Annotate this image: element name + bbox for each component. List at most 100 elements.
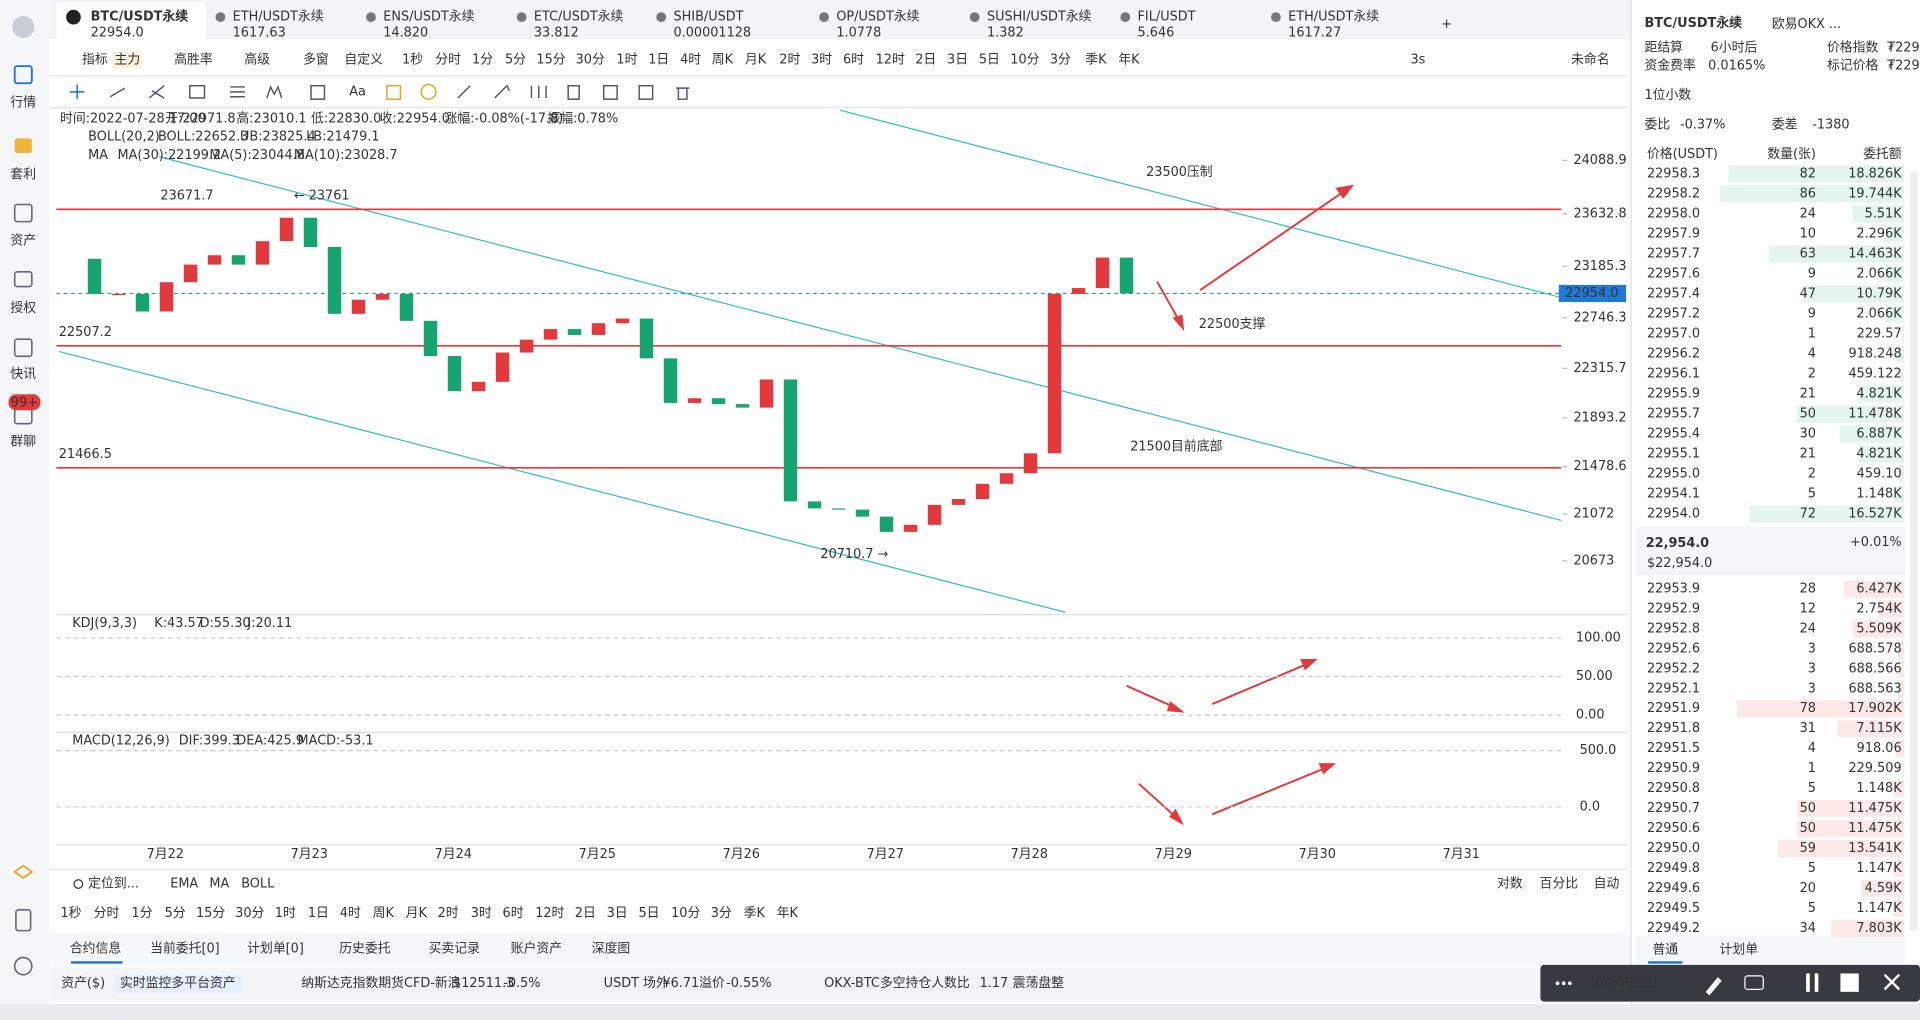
timeframe[interactable]: 分时 bbox=[435, 53, 461, 68]
icon[interactable] bbox=[13, 203, 33, 223]
timeframe[interactable]: 15分 bbox=[536, 53, 565, 68]
timeframe[interactable]: 3日 bbox=[947, 53, 968, 68]
timeframe[interactable]: 3分 bbox=[1050, 53, 1071, 68]
tab-name[interactable]: OP/USDT永续 bbox=[836, 10, 919, 25]
toolbar-item[interactable]: 指标 bbox=[82, 53, 108, 68]
toolbar-item[interactable]: 主力 bbox=[114, 53, 140, 68]
tab-name[interactable]: ETH/USDT永续 bbox=[1288, 10, 1379, 25]
bottom-tab[interactable]: 当前委托[0] bbox=[150, 940, 220, 956]
timeframe[interactable]: 5日 bbox=[979, 53, 1000, 68]
tool[interactable] bbox=[638, 84, 654, 100]
timeframe[interactable]: 月K bbox=[406, 906, 428, 921]
status-item[interactable]: 实时监控多平台资产 bbox=[120, 976, 236, 991]
timeframe[interactable]: 5分 bbox=[165, 906, 186, 921]
add-tab[interactable]: + bbox=[1441, 17, 1452, 32]
timeframe[interactable]: 1秒 bbox=[402, 53, 423, 68]
tab-name[interactable]: ETC/USDT永续 bbox=[534, 10, 624, 25]
pause-button[interactable] bbox=[1806, 973, 1810, 992]
timeframe[interactable]: 12时 bbox=[535, 906, 564, 921]
tool[interactable] bbox=[494, 84, 511, 99]
pause-button[interactable] bbox=[1814, 973, 1819, 992]
tab-name[interactable]: SUSHI/USDT永续 bbox=[987, 10, 1092, 25]
icon[interactable] bbox=[13, 338, 33, 358]
scale-option[interactable]: 对数 bbox=[1497, 877, 1523, 892]
bottom-tab[interactable]: 历史委托 bbox=[339, 941, 391, 956]
line-tool[interactable] bbox=[109, 87, 126, 98]
bottom-tab[interactable]: 计划单[0] bbox=[247, 941, 304, 956]
crosshair-tool[interactable] bbox=[69, 84, 85, 100]
timeframe[interactable]: 12时 bbox=[876, 53, 905, 68]
sidebar-label[interactable]: 套利 bbox=[10, 167, 36, 183]
timeframe[interactable]: 10分 bbox=[671, 906, 700, 921]
indicator-button[interactable]: EMA bbox=[170, 877, 198, 892]
text-tool[interactable]: Aa bbox=[349, 84, 366, 99]
tab-name[interactable]: ETH/USDT永续 bbox=[233, 10, 324, 25]
icon[interactable] bbox=[13, 956, 33, 976]
timeframe[interactable]: 15分 bbox=[196, 906, 225, 921]
timeframe[interactable]: 5分 bbox=[505, 53, 526, 68]
ray-tool[interactable] bbox=[148, 85, 165, 99]
indicator-button[interactable]: MA bbox=[209, 877, 229, 892]
toolbar-item[interactable]: 3s bbox=[1411, 53, 1426, 68]
timeframe[interactable]: 1时 bbox=[275, 906, 296, 921]
rect-tool[interactable] bbox=[189, 84, 206, 99]
tab-name[interactable]: ENS/USDT永续 bbox=[383, 10, 474, 25]
sidebar-label[interactable]: 行情 bbox=[10, 95, 36, 110]
bottom-tab[interactable]: 深度图 bbox=[592, 940, 631, 956]
ob-tab[interactable]: 普通 bbox=[1652, 943, 1678, 958]
timeframe[interactable]: 1日 bbox=[648, 53, 669, 68]
timeframe[interactable]: 分时 bbox=[94, 906, 120, 921]
pen-button[interactable] bbox=[1705, 977, 1722, 996]
camera-button[interactable] bbox=[1744, 975, 1764, 990]
timeframe[interactable]: 2日 bbox=[575, 906, 596, 921]
tool[interactable] bbox=[420, 83, 437, 100]
stop-button[interactable] bbox=[1840, 973, 1859, 992]
tool[interactable] bbox=[386, 84, 402, 100]
bottom-tab[interactable]: 账户资产 bbox=[511, 940, 562, 956]
timeframe[interactable]: 1分 bbox=[472, 53, 493, 68]
fib-tool[interactable] bbox=[230, 86, 245, 98]
icon[interactable] bbox=[15, 909, 32, 932]
bottom-tab[interactable]: 买卖记录 bbox=[429, 941, 481, 956]
timeframe[interactable]: 10分 bbox=[1010, 53, 1039, 68]
timeframe[interactable]: 2时 bbox=[438, 906, 459, 921]
wave-tool[interactable] bbox=[266, 85, 283, 99]
timeframe[interactable]: 2时 bbox=[779, 53, 800, 68]
timeframe[interactable]: 季K bbox=[1085, 53, 1107, 68]
sidebar-label[interactable]: 群聊 bbox=[10, 435, 36, 450]
timeframe[interactable]: 2日 bbox=[915, 53, 936, 68]
timeframe[interactable]: 1分 bbox=[132, 906, 153, 921]
timeframe[interactable]: 1时 bbox=[616, 53, 637, 68]
tool[interactable] bbox=[602, 84, 618, 100]
toolbar-item[interactable]: 未命名 bbox=[1571, 52, 1610, 68]
timeframe[interactable]: 4时 bbox=[680, 53, 701, 68]
tab-name[interactable]: SHIB/USDT bbox=[673, 10, 743, 25]
icon[interactable] bbox=[13, 65, 33, 85]
scale-option[interactable]: 百分比 bbox=[1540, 877, 1579, 892]
timeframe[interactable]: 5日 bbox=[638, 906, 659, 921]
timeframe[interactable]: 3时 bbox=[811, 53, 832, 68]
timeframe[interactable]: 1秒 bbox=[61, 906, 82, 921]
timeframe[interactable]: 6时 bbox=[503, 906, 524, 921]
timeframe[interactable]: 月K bbox=[745, 53, 767, 68]
icon[interactable] bbox=[14, 138, 32, 154]
tab-name[interactable]: FIL/USDT bbox=[1138, 10, 1196, 25]
timeframe[interactable]: 年K bbox=[1118, 53, 1140, 68]
ob-precision[interactable]: 1位小数 bbox=[1644, 88, 1691, 103]
measure-tool[interactable] bbox=[310, 84, 326, 100]
timeframe[interactable]: 30分 bbox=[235, 906, 264, 921]
bottom-tab[interactable]: 合约信息 bbox=[70, 940, 122, 956]
tab-name[interactable]: BTC/USDT永续 bbox=[91, 9, 189, 25]
delete-tool[interactable] bbox=[675, 87, 690, 100]
sidebar-label[interactable]: 快讯 bbox=[10, 367, 36, 382]
toolbar-item[interactable]: 自定义 bbox=[344, 53, 383, 68]
timeframe[interactable]: 6时 bbox=[843, 53, 864, 68]
timeframe[interactable]: 30分 bbox=[576, 53, 605, 68]
close-button[interactable] bbox=[1883, 973, 1901, 991]
timeframe[interactable]: 季K bbox=[744, 906, 766, 921]
sidebar-label[interactable]: 授权 bbox=[10, 300, 36, 316]
timeframe[interactable]: 3日 bbox=[607, 906, 628, 921]
toolbar-item[interactable]: 多窗 bbox=[303, 52, 329, 68]
timeframe[interactable]: 3时 bbox=[471, 906, 492, 921]
scale-option[interactable]: 自动 bbox=[1594, 877, 1620, 892]
